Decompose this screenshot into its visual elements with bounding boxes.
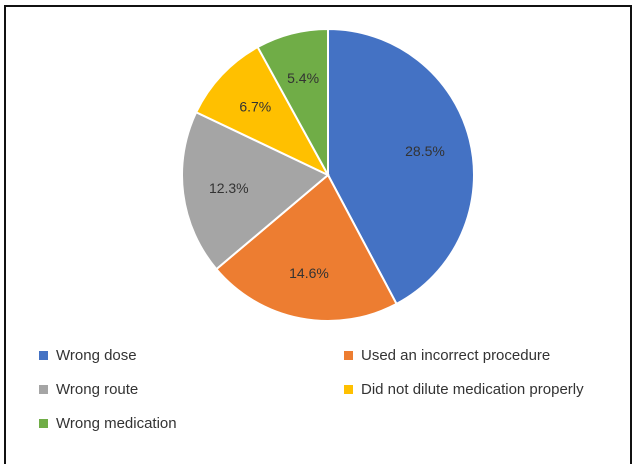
legend-swatch [39, 351, 48, 360]
pie-slice-used-an-incorrect-procedure [214, 173, 398, 322]
pie-slice-wrong-route [181, 110, 330, 271]
legend-item-used-an-incorrect-procedure: Used an incorrect procedure [344, 347, 550, 364]
pie-slice-did-not-dilute-medication-properly [194, 45, 331, 178]
legend-label: Used an incorrect procedure [361, 347, 551, 364]
legend-label: Wrong dose [56, 347, 137, 364]
legend-swatch [39, 419, 48, 428]
data-label-wrong-route: 12.3% [209, 180, 249, 196]
legend-label: Wrong route [56, 381, 139, 398]
pie-labels: 28.5% 14.6% 12.3% 6.7% 5.4% [209, 70, 445, 281]
legend-swatch [344, 351, 353, 360]
data-label-did-not-dilute-medication-properly: 6.7% [239, 98, 271, 114]
legend-item-did-not-dilute-medication-properly: Did not dilute medication properly [344, 381, 584, 398]
pie-slices [181, 27, 475, 322]
pie-slice-wrong-medication [256, 27, 329, 176]
pie-slice-wrong-dose [327, 27, 475, 306]
legend-label: Did not dilute medication properly [361, 381, 584, 398]
data-label-wrong-dose: 28.5% [405, 143, 445, 159]
legend-item-wrong-dose: Wrong dose [39, 347, 137, 364]
pie-chart: 28.5% 14.6% 12.3% 6.7% 5.4% [181, 27, 475, 322]
legend-label: Wrong medication [56, 415, 177, 432]
legend-swatch [39, 385, 48, 394]
data-label-wrong-medication: 5.4% [287, 70, 319, 86]
legend-swatch [344, 385, 353, 394]
legend-item-wrong-medication: Wrong medication [39, 415, 177, 432]
legend-item-wrong-route: Wrong route [39, 381, 138, 398]
data-label-used-an-incorrect-procedure: 14.6% [289, 265, 329, 281]
chart-frame: 28.5% 14.6% 12.3% 6.7% 5.4% Wrong dose Used … [4, 5, 632, 464]
